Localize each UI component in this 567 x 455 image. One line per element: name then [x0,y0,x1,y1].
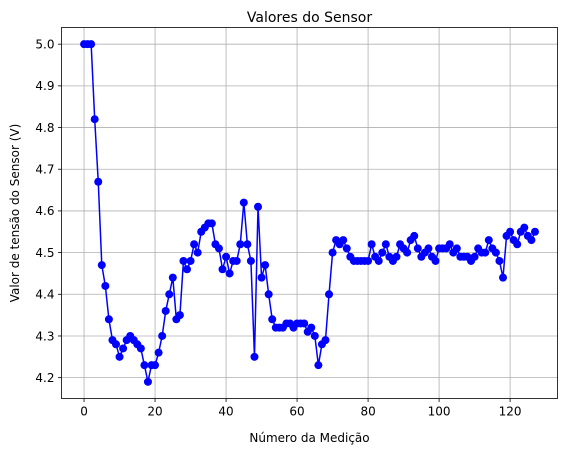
data-point [115,352,124,361]
data-point [392,252,401,261]
data-point [179,256,188,265]
data-point [168,273,177,282]
data-point [530,227,539,236]
data-point [136,344,145,353]
data-point [165,290,174,299]
data-point [246,256,255,265]
x-axis-title: Número da Medição [249,431,369,445]
data-point [310,331,319,340]
data-point [342,244,351,253]
data-point [232,256,241,265]
data-point [491,248,500,257]
y-tick-label: 4.9 [35,79,54,93]
data-point [222,252,231,261]
x-tick-label: 0 [80,405,88,419]
data-point [374,256,383,265]
data-point [97,261,106,270]
data-point [151,361,160,370]
data-point [104,315,113,324]
data-point [381,240,390,249]
x-tick-label: 20 [147,405,162,419]
data-point [239,198,248,207]
plot-frame [61,27,558,399]
data-point [300,319,309,328]
data-point [364,256,373,265]
data-point [140,361,149,370]
data-point [452,244,461,253]
data-point [307,323,316,332]
data-point [495,256,504,265]
data-point [314,361,323,370]
data-point [325,290,334,299]
data-point [413,244,422,253]
data-point [254,202,263,211]
data-point [527,236,536,245]
x-tick-label: 40 [218,405,233,419]
data-point [506,227,515,236]
data-point [90,115,99,124]
data-point [111,340,120,349]
data-point [403,248,412,257]
data-point [261,261,270,270]
data-point [410,231,419,240]
y-axis-title: Valor de tensão do Sensor (V) [8,124,22,303]
y-tick-label: 4.8 [35,121,54,135]
data-point [378,248,387,257]
data-point [445,240,454,249]
data-point [154,348,163,357]
data-point [339,236,348,245]
data-point [183,265,192,274]
data-point [214,244,223,253]
data-point [161,306,170,315]
data-point [243,240,252,249]
data-point [236,240,245,249]
data-point [101,281,110,290]
data-point [481,248,490,257]
data-point [321,336,330,345]
x-tick-label: 80 [360,405,375,419]
data-point [257,273,266,282]
data-point [186,256,195,265]
data-point [225,269,234,278]
data-point [513,240,522,249]
data-point [119,344,128,353]
chart-title: Valores do Sensor [247,10,372,26]
data-point [367,240,376,249]
x-tick-label: 120 [499,405,522,419]
y-tick-label: 5.0 [35,37,54,51]
data-point [207,219,216,228]
y-tick-label: 4.4 [35,288,54,302]
data-point [328,248,337,257]
y-tick-label: 4.3 [35,329,54,343]
data-point [431,256,440,265]
series-layer [80,40,539,386]
data-point [158,331,167,340]
y-tick-label: 4.7 [35,163,54,177]
data-point [94,177,103,186]
data-point [264,290,273,299]
x-tick-label: 60 [289,405,304,419]
y-tick-label: 4.5 [35,246,54,260]
data-point [190,240,199,249]
y-tick-label: 4.2 [35,371,54,385]
data-point [470,252,479,261]
data-point [250,352,259,361]
data-point [143,377,152,386]
axis-ticks: 0 20 40 60 80 100 120 4.2 4.3 4.4 4.5 4.6 4.7 4.8 4.9 5… [35,37,521,418]
x-tick-label: 100 [428,405,451,419]
data-point [87,40,96,49]
data-point [424,244,433,253]
data-point [520,223,529,232]
data-point [499,273,508,282]
data-point [218,265,227,274]
grid [61,27,558,399]
y-tick-label: 4.6 [35,204,54,218]
data-point [484,236,493,245]
data-point [268,315,277,324]
data-point [175,311,184,320]
data-point [193,248,202,257]
